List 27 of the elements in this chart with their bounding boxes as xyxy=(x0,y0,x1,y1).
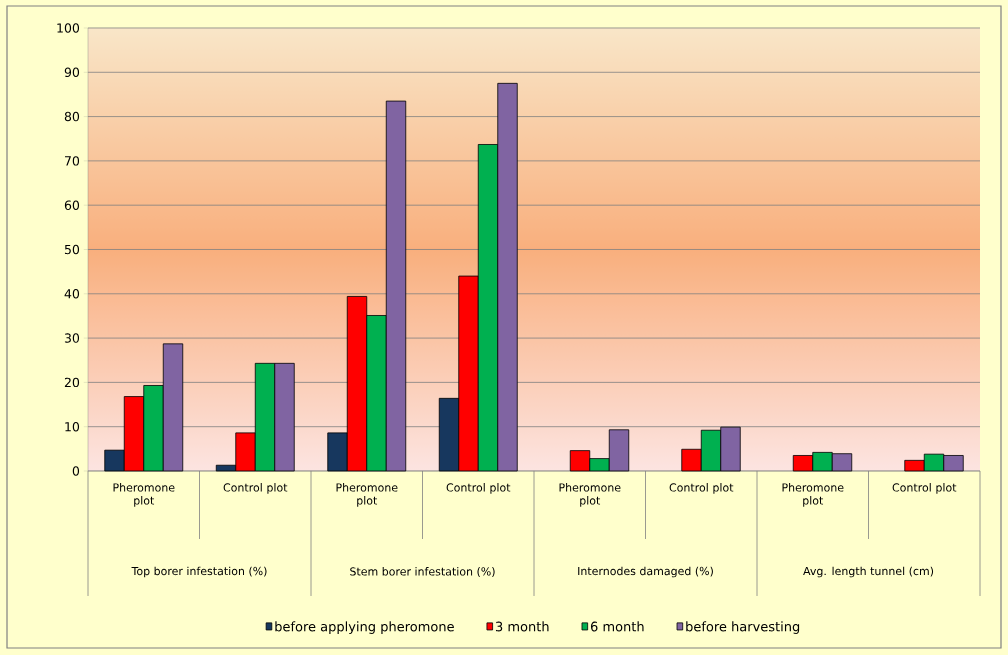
legend-label: before applying pheromone xyxy=(275,621,454,634)
text: Internodes damaged (%) xyxy=(578,566,713,578)
x-tick-label: Pheromone plot xyxy=(113,483,175,507)
y-tick-label: 90 xyxy=(64,67,80,78)
x-tick-label: Pheromone plot xyxy=(782,483,844,507)
y-tick-label: 30 xyxy=(64,333,80,343)
y-tick-label: 70 xyxy=(65,156,80,166)
y-tick-label: 60 xyxy=(64,200,80,210)
y-tick-label: 10 xyxy=(65,421,80,432)
y-tick-label: 80 xyxy=(64,111,80,122)
x-tick-label: Control plot xyxy=(446,483,511,494)
x-tick-label: Control plot xyxy=(669,483,734,494)
text: Top borer infestation (%) xyxy=(131,566,267,578)
x-tick-label: Control plot xyxy=(223,483,288,494)
legend-label: before harvesting xyxy=(686,621,800,634)
legend-label: 3 month xyxy=(495,621,549,632)
y-tick-label: 50 xyxy=(64,244,80,255)
legend-label: 6 month xyxy=(590,621,644,632)
text: Stem borer infestation (%) xyxy=(350,567,495,577)
x-tick-label: Control plot xyxy=(892,483,957,494)
y-tick-label: 20 xyxy=(64,377,80,388)
y-tick-label: 0 xyxy=(72,466,80,476)
y-tick-label: 40 xyxy=(64,289,80,299)
x-tick-label: Pheromone plot xyxy=(336,483,398,507)
text: Avg. length tunnel (cm) xyxy=(803,566,934,578)
x-tick-label: Pheromone plot xyxy=(559,483,621,507)
y-tick-label: 100 xyxy=(57,23,80,33)
